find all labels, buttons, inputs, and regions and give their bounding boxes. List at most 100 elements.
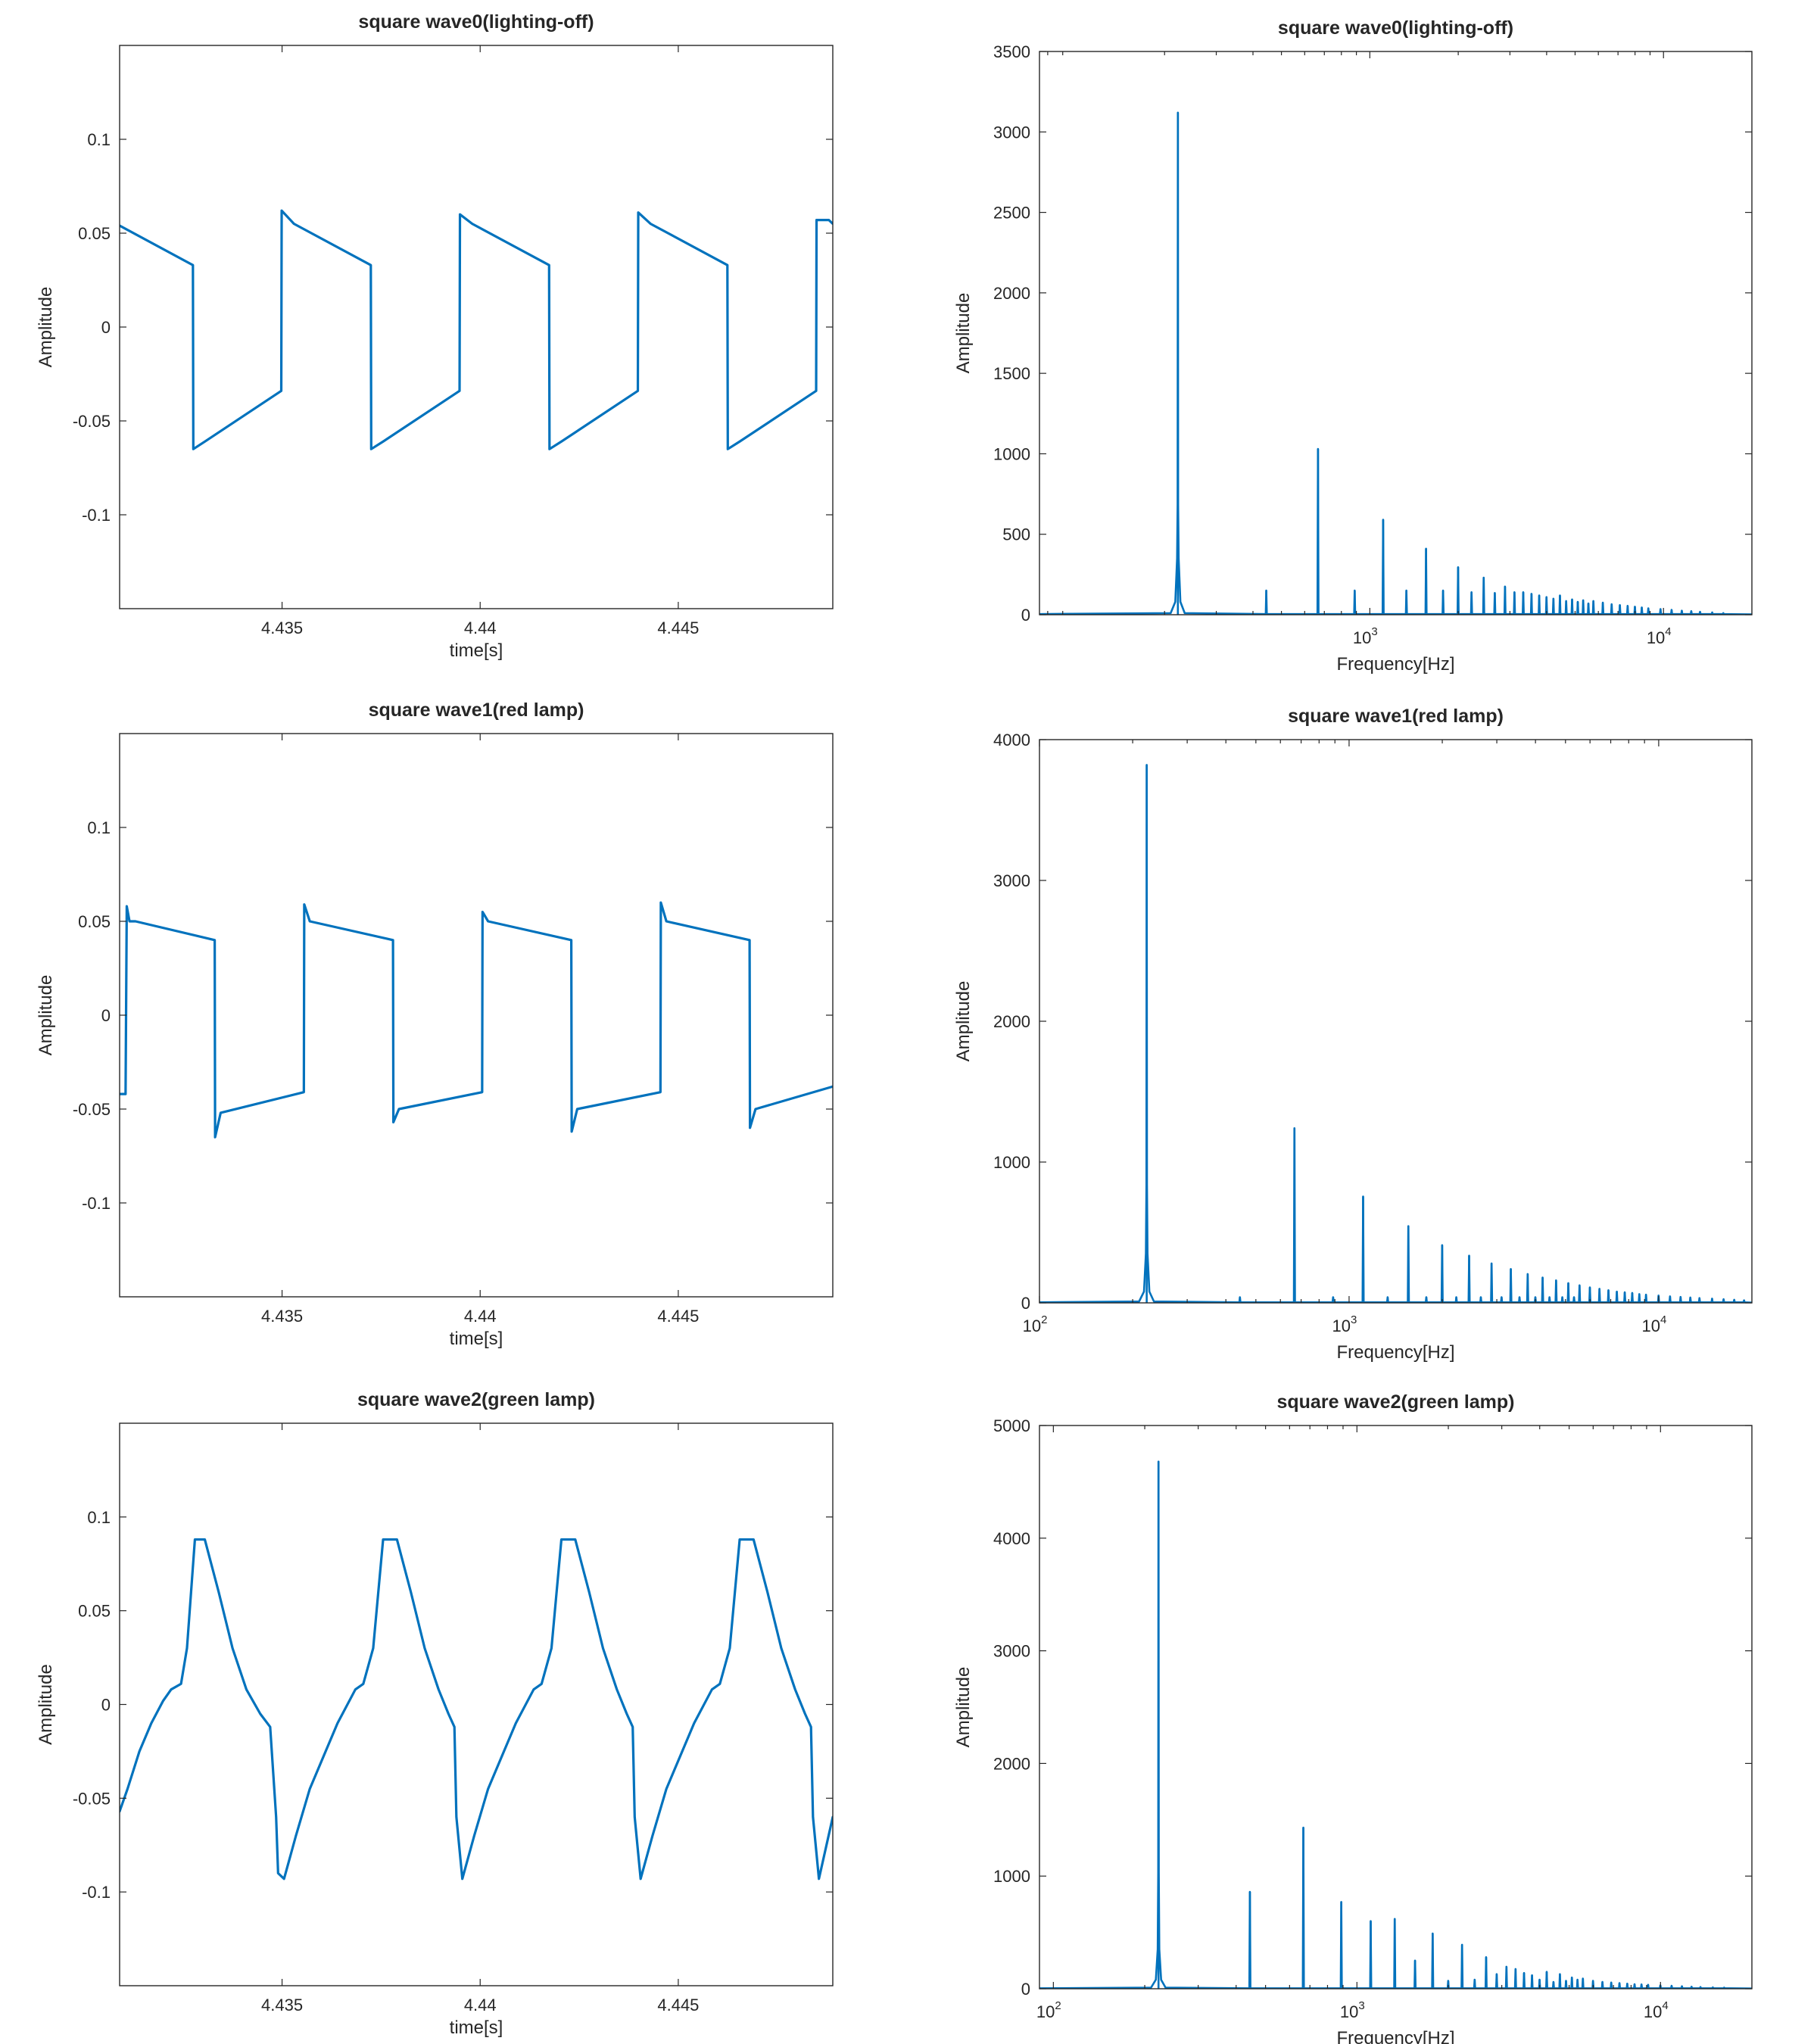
x-axis-label: time[s]: [450, 1329, 503, 1349]
x-tick-label: 104: [1644, 1999, 1669, 2021]
series-line: [120, 901, 833, 1139]
y-tick-label: 0.1: [87, 1508, 111, 1527]
x-tick-label: 4.435: [261, 618, 303, 637]
y-tick-label: 0: [101, 1696, 111, 1715]
x-tick-base: 10: [1647, 628, 1665, 647]
spectrum-line: [1039, 111, 1752, 615]
y-tick-label: 3000: [993, 871, 1030, 890]
axes-frame: [119, 45, 834, 609]
y-tick-label: 1000: [993, 1867, 1030, 1886]
y-axis-label: Amplitude: [953, 1667, 974, 1748]
chart-wave2-spectrum: 0 1000 2000 3000 4000 5000 102 103 104 square wav…: [908, 1363, 1817, 2044]
x-axis-label: time[s]: [450, 640, 503, 661]
y-tick-label: 0: [1021, 1294, 1030, 1313]
x-tick-label: 103: [1340, 1999, 1365, 2021]
x-tick-base: 10: [1340, 2002, 1358, 2021]
x-tick-exponent: 3: [1351, 1313, 1357, 1326]
y-tick-label: 3500: [993, 42, 1030, 61]
x-tick-label: 4.44: [464, 1307, 497, 1326]
y-tick-label: -0.1: [82, 506, 111, 525]
series-line: [120, 209, 833, 450]
chart-wave0-time: -0.1 -0.05 0 0.05 0.1 4.435 4.44 4.445 square wa…: [0, 0, 908, 681]
x-tick-label: 4.44: [464, 618, 497, 637]
x-tick-exponent: 4: [1660, 1313, 1666, 1326]
chart-title: square wave0(lighting-off): [1278, 17, 1513, 39]
x-tick-base: 10: [1641, 1316, 1660, 1335]
chart-title: square wave2(green lamp): [1276, 1391, 1514, 1413]
x-axis-label: Frequency[Hz]: [1336, 1342, 1454, 1363]
plot-area: [1039, 111, 1752, 615]
y-tick-label: 1500: [993, 364, 1030, 383]
chart-title: square wave0(lighting-off): [358, 11, 594, 33]
plot-area: [120, 209, 833, 450]
chart-title: square wave2(green lamp): [357, 1389, 595, 1410]
x-tick-exponent: 2: [1041, 1313, 1047, 1326]
x-tick-label: 4.435: [261, 1996, 303, 2014]
chart-wave0-spectrum: 0 500 1000 1500 2000 2500 3000 3500 103 104 square…: [908, 0, 1817, 681]
x-tick-label: 103: [1332, 1313, 1357, 1335]
series-line: [120, 1538, 833, 1880]
y-tick-label: 0.05: [78, 1602, 111, 1621]
chart-wave2-time: -0.1 -0.05 0 0.05 0.1 4.435 4.44 4.445 square wa…: [0, 1363, 908, 2044]
x-tick-exponent: 2: [1055, 1999, 1061, 2012]
x-axis-label: Frequency[Hz]: [1336, 654, 1454, 675]
x-tick-base: 10: [1036, 2002, 1055, 2021]
y-axis-label: Amplitude: [36, 975, 56, 1056]
x-tick-label: 4.445: [657, 1307, 699, 1326]
y-tick-label: 1000: [993, 1153, 1030, 1172]
chart-wave1-time: -0.1 -0.05 0 0.05 0.1 4.435 4.44 4.445 square wa…: [0, 681, 908, 1363]
chart-wave1-spectrum: 0 1000 2000 3000 4000 102 103 104 square wave1(r…: [908, 681, 1817, 1363]
x-tick-label: 4.445: [657, 1996, 699, 2014]
x-tick-label: 102: [1036, 1999, 1061, 2021]
y-axis-label: Amplitude: [36, 287, 56, 368]
y-tick-label: 5000: [993, 1416, 1030, 1435]
plot-area: [120, 1538, 833, 1880]
x-tick-exponent: 3: [1371, 625, 1377, 638]
y-tick-label: 4000: [993, 731, 1030, 749]
x-tick-label: 4.44: [464, 1996, 497, 2014]
chart-svg: -0.1 -0.05 0 0.05 0.1 4.435 4.44 4.445 square wa…: [36, 1389, 834, 2038]
y-tick-label: 0.05: [78, 224, 111, 243]
chart-svg: -0.1 -0.05 0 0.05 0.1 4.435 4.44 4.445 square wa…: [36, 700, 834, 1349]
x-tick-label: 4.445: [657, 618, 699, 637]
y-tick-label: 0: [1021, 1980, 1030, 1999]
y-axis-label: Amplitude: [953, 981, 974, 1062]
x-axis-label: Frequency[Hz]: [1336, 2028, 1454, 2044]
y-tick-label: 0.1: [87, 818, 111, 837]
axes-frame: [1039, 51, 1753, 615]
y-tick-label: 4000: [993, 1529, 1030, 1548]
y-tick-label: -0.1: [82, 1883, 111, 1902]
y-tick-label: 0.05: [78, 912, 111, 931]
y-tick-label: -0.05: [73, 1789, 111, 1808]
y-tick-label: -0.1: [82, 1194, 111, 1213]
axes-frame: [119, 733, 834, 1298]
x-tick-label: 4.435: [261, 1307, 303, 1326]
x-tick-base: 10: [1644, 2002, 1662, 2021]
y-tick-label: 2000: [993, 1012, 1030, 1031]
y-tick-label: 0: [1021, 606, 1030, 625]
x-tick-label: 104: [1641, 1313, 1666, 1335]
plot-area: [1039, 1460, 1752, 1989]
y-tick-label: 2000: [993, 284, 1030, 303]
spectrum-line: [1039, 1460, 1752, 1989]
x-tick-exponent: 4: [1665, 625, 1671, 638]
axes-frame: [1039, 1425, 1753, 1989]
x-axis-label: time[s]: [450, 2018, 503, 2038]
x-tick-base: 10: [1023, 1316, 1041, 1335]
chart-title: square wave1(red lamp): [369, 700, 584, 721]
y-tick-label: 3000: [993, 123, 1030, 142]
x-tick-base: 10: [1353, 628, 1371, 647]
y-axis-label: Amplitude: [36, 1664, 56, 1745]
x-tick-label: 102: [1023, 1313, 1048, 1335]
x-tick-label: 104: [1647, 625, 1672, 647]
x-tick-label: 103: [1353, 625, 1378, 647]
y-tick-label: 0: [101, 318, 111, 337]
y-tick-label: -0.05: [73, 1100, 111, 1119]
chart-svg: -0.1 -0.05 0 0.05 0.1 4.435 4.44 4.445 square wa…: [36, 11, 834, 661]
y-tick-label: -0.05: [73, 412, 111, 431]
y-tick-label: 2000: [993, 1754, 1030, 1773]
